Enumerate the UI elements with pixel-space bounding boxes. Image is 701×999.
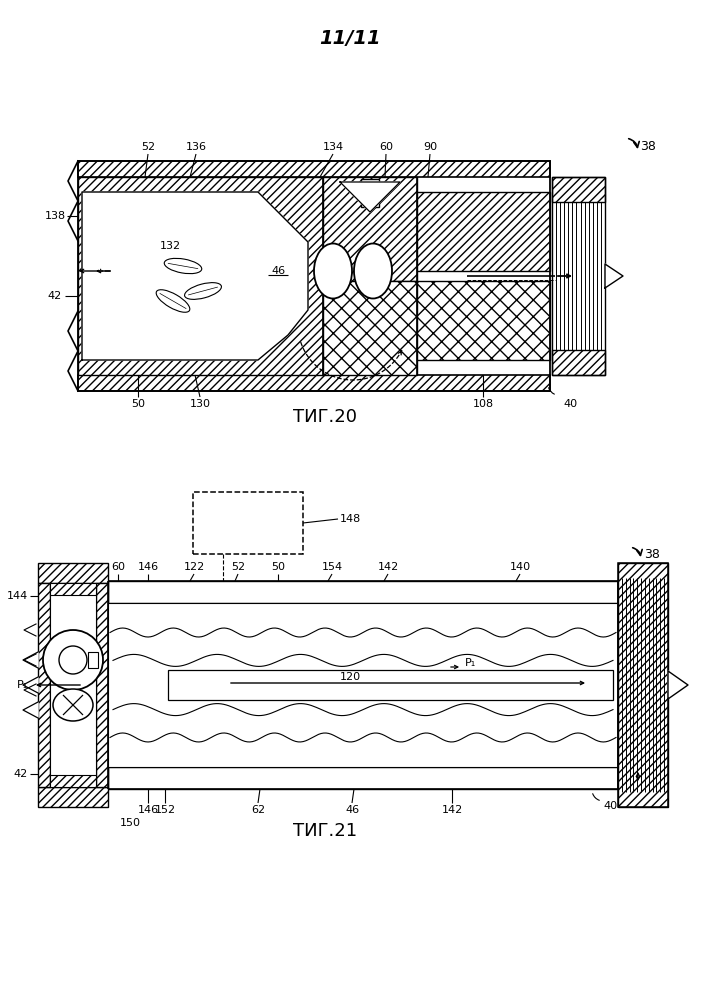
Bar [323,281,417,375]
Text: 40: 40 [603,801,617,811]
Text: 140: 140 [510,562,531,572]
Text: 122: 122 [184,562,205,572]
Bar [168,670,613,700]
Text: 134: 134 [322,142,343,152]
Polygon shape [605,264,623,288]
Bar [78,161,550,177]
Circle shape [59,646,87,674]
Text: 11/11: 11/11 [319,30,381,49]
Text: 132: 132 [159,241,181,251]
Text: 46: 46 [345,805,359,815]
Polygon shape [23,652,38,668]
Text: 152: 152 [154,805,175,815]
Text: P₁: P₁ [464,658,475,668]
Bar [552,350,605,375]
Text: 130: 130 [189,399,210,409]
Text: 46: 46 [271,266,285,276]
Text: 38: 38 [644,547,660,560]
Bar [552,177,605,375]
Bar [50,583,96,595]
Polygon shape [23,702,38,718]
Circle shape [43,630,103,690]
Text: 120: 120 [339,672,360,682]
Polygon shape [24,654,36,666]
Text: ΤИГ.21: ΤИГ.21 [293,822,357,840]
Bar [193,492,303,554]
Bar [78,375,550,391]
Text: P₁: P₁ [16,680,27,690]
Bar [38,563,108,583]
Polygon shape [82,192,308,360]
Polygon shape [23,677,38,693]
Text: 142: 142 [377,562,399,572]
Text: 40: 40 [563,399,577,409]
Text: 42: 42 [14,769,28,779]
Ellipse shape [53,689,93,721]
Bar [50,775,96,787]
Ellipse shape [164,259,202,274]
Bar [78,177,323,375]
Text: 90: 90 [423,142,437,152]
Bar [417,192,550,271]
Text: 50: 50 [131,399,145,409]
Bar [618,563,668,807]
Bar [108,603,618,767]
Ellipse shape [184,283,222,300]
Text: 108: 108 [472,399,494,409]
Text: 52: 52 [141,142,155,152]
Text: 38: 38 [640,140,656,153]
Polygon shape [24,624,36,636]
Text: 154: 154 [322,562,343,572]
Bar [417,281,550,360]
Text: 42: 42 [48,291,62,301]
Bar [552,177,605,202]
Text: 142: 142 [442,805,463,815]
Bar [618,563,668,807]
Text: ΤИГ.20: ΤИГ.20 [293,408,357,426]
Text: 138: 138 [44,211,66,221]
Bar [38,787,108,807]
Bar [78,161,550,391]
Ellipse shape [314,244,352,299]
Bar [88,652,98,668]
Text: 50: 50 [271,562,285,572]
Text: 148: 148 [340,514,361,524]
Ellipse shape [354,244,392,299]
Bar [50,583,96,787]
Polygon shape [340,182,400,212]
Text: 60: 60 [379,142,393,152]
Ellipse shape [156,290,190,313]
Polygon shape [24,684,36,696]
Bar [361,179,379,207]
Text: 52: 52 [231,562,245,572]
Text: 146: 146 [137,562,158,572]
Text: 150: 150 [119,818,140,828]
Text: 144: 144 [7,591,28,601]
Bar [96,583,108,787]
Text: 136: 136 [186,142,207,152]
Bar [323,177,417,281]
Text: 146: 146 [137,805,158,815]
Text: 62: 62 [251,805,265,815]
Bar [108,767,618,789]
Bar [108,581,618,603]
Polygon shape [668,671,688,699]
Text: 60: 60 [111,562,125,572]
Bar [38,583,50,787]
